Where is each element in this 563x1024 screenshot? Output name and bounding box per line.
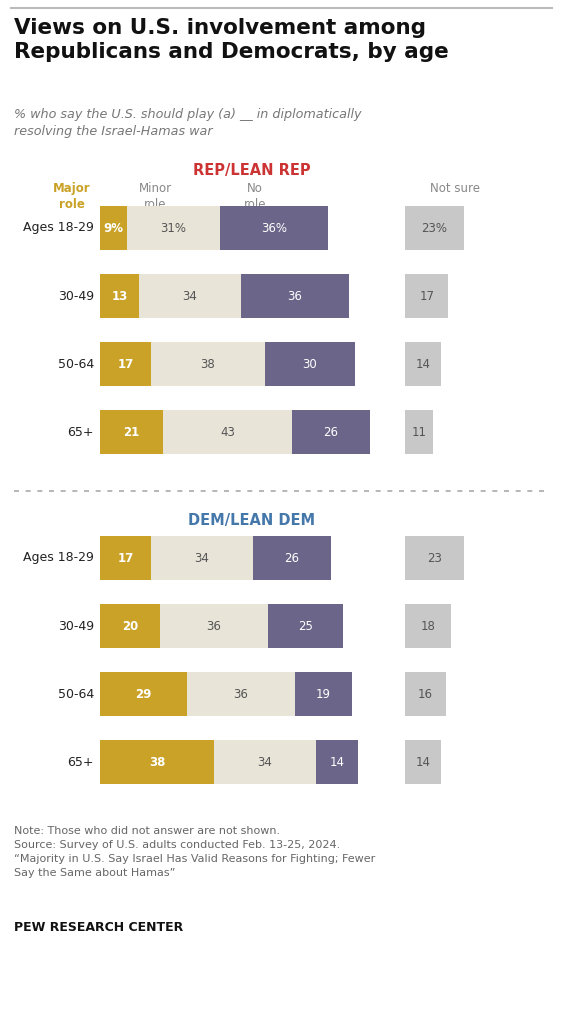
Text: 11: 11 [412, 426, 427, 438]
Bar [100, 342, 151, 386]
Text: 17: 17 [419, 290, 434, 302]
Text: No
role: No role [244, 182, 266, 211]
Bar [220, 206, 328, 250]
Bar [100, 672, 187, 716]
Text: 65+: 65+ [68, 756, 94, 768]
Text: 38: 38 [149, 756, 165, 768]
Bar [268, 604, 343, 648]
Text: 30-49: 30-49 [58, 620, 94, 633]
Text: 38: 38 [200, 357, 216, 371]
Bar [100, 604, 160, 648]
Bar [265, 342, 355, 386]
Text: 26: 26 [284, 552, 300, 564]
Text: DEM/LEAN DEM: DEM/LEAN DEM [188, 513, 315, 528]
Text: 14: 14 [329, 756, 345, 768]
Text: 17: 17 [117, 552, 133, 564]
Bar [160, 604, 268, 648]
Text: 36: 36 [234, 687, 248, 700]
Bar [405, 206, 464, 250]
Text: 25: 25 [298, 620, 313, 633]
Text: 20: 20 [122, 620, 138, 633]
Bar [316, 740, 358, 784]
Bar [405, 274, 448, 318]
Text: 17: 17 [117, 357, 133, 371]
Text: 13: 13 [111, 290, 128, 302]
Text: % who say the U.S. should play (a) __ in diplomatically
resolving the Israel-Ham: % who say the U.S. should play (a) __ in… [14, 108, 361, 138]
Text: 30-49: 30-49 [58, 290, 94, 302]
Text: 23%: 23% [421, 221, 448, 234]
Text: 65+: 65+ [68, 426, 94, 438]
Bar [100, 206, 127, 250]
Bar [100, 740, 214, 784]
Text: 9%: 9% [104, 221, 123, 234]
Text: Views on U.S. involvement among
Republicans and Democrats, by age: Views on U.S. involvement among Republic… [14, 18, 449, 62]
Text: 31%: 31% [160, 221, 186, 234]
Bar [241, 274, 349, 318]
Bar [100, 274, 139, 318]
Text: Major
role: Major role [53, 182, 91, 211]
Text: 50-64: 50-64 [58, 357, 94, 371]
Text: REP/LEAN REP: REP/LEAN REP [193, 163, 310, 178]
Bar [253, 536, 331, 580]
Text: 36: 36 [288, 290, 302, 302]
Bar [405, 672, 446, 716]
Text: 14: 14 [415, 357, 430, 371]
Text: 50-64: 50-64 [58, 687, 94, 700]
Bar [187, 672, 295, 716]
Text: Note: Those who did not answer are not shown.
Source: Survey of U.S. adults cond: Note: Those who did not answer are not s… [14, 826, 376, 878]
Text: 18: 18 [421, 620, 435, 633]
Bar [100, 536, 151, 580]
Bar [151, 342, 265, 386]
Text: 23: 23 [427, 552, 442, 564]
Bar [405, 536, 464, 580]
Text: 30: 30 [303, 357, 318, 371]
Text: 29: 29 [135, 687, 151, 700]
Bar [405, 410, 433, 454]
Text: 21: 21 [123, 426, 140, 438]
Text: 19: 19 [316, 687, 331, 700]
Text: 36%: 36% [261, 221, 287, 234]
Text: 36: 36 [207, 620, 221, 633]
Bar [151, 536, 253, 580]
Text: 26: 26 [324, 426, 338, 438]
Bar [295, 672, 352, 716]
Bar [405, 740, 441, 784]
Text: Ages 18-29: Ages 18-29 [23, 552, 94, 564]
Bar [139, 274, 241, 318]
Text: 34: 34 [195, 552, 209, 564]
Bar [100, 410, 163, 454]
Bar [292, 410, 370, 454]
Bar [405, 604, 451, 648]
Bar [405, 342, 441, 386]
Text: 34: 34 [182, 290, 198, 302]
Text: 43: 43 [220, 426, 235, 438]
Text: Minor
role: Minor role [138, 182, 172, 211]
Text: 34: 34 [257, 756, 272, 768]
Text: PEW RESEARCH CENTER: PEW RESEARCH CENTER [14, 921, 183, 934]
Text: Not sure: Not sure [430, 182, 480, 195]
Bar [163, 410, 292, 454]
Text: Ages 18-29: Ages 18-29 [23, 221, 94, 234]
Bar [214, 740, 316, 784]
Bar [127, 206, 220, 250]
Text: 16: 16 [418, 687, 433, 700]
Text: 14: 14 [415, 756, 430, 768]
